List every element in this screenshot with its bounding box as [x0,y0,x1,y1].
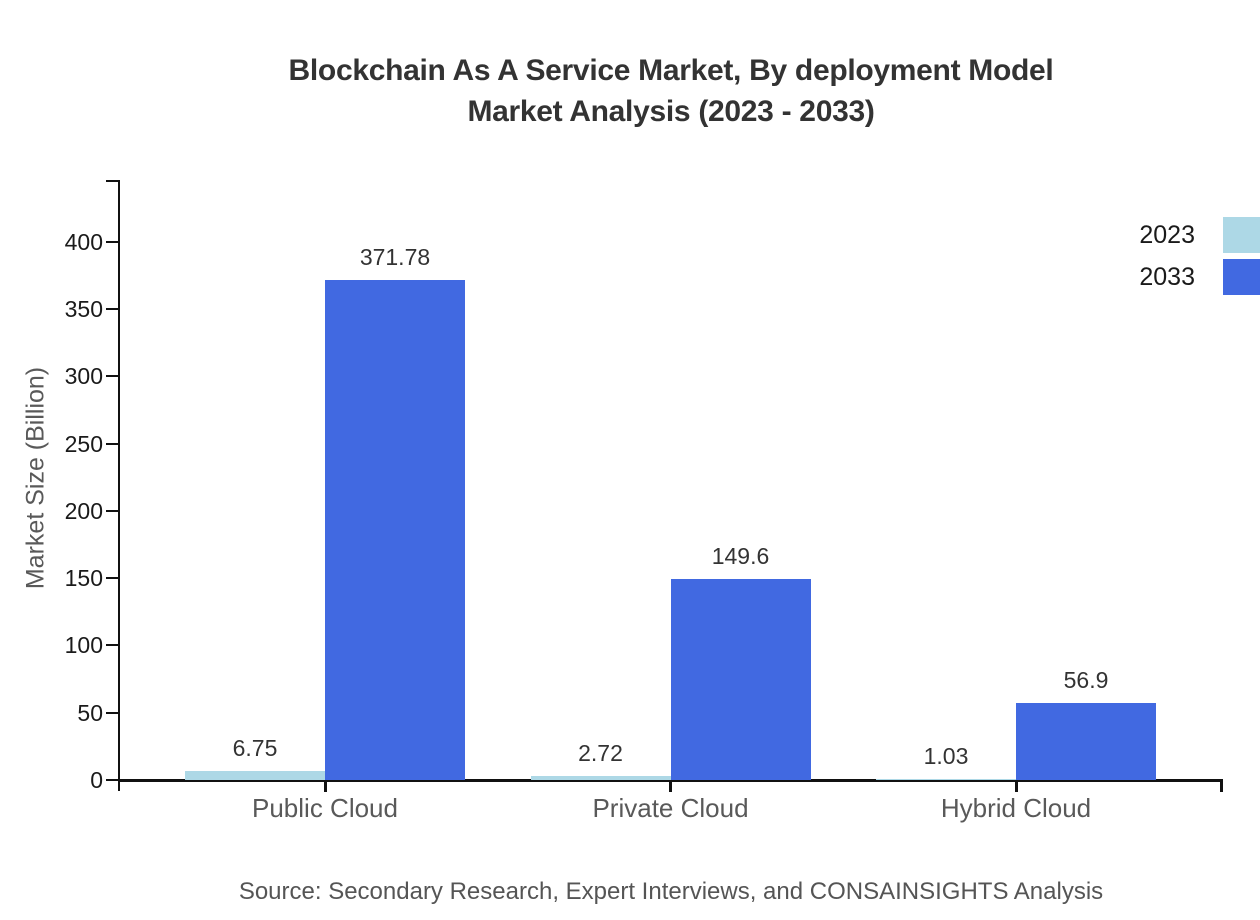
legend-item-2023: 2023 [1045,217,1260,253]
y-tick-label-0: 0 [90,767,103,793]
y-axis-line [118,180,120,791]
value-label-2023-0: 6.75 [232,734,278,761]
bar-2033-public-cloud [325,279,465,780]
y-tick-label-100: 100 [64,632,103,659]
bar-2023-private-cloud [530,776,671,780]
source-note: Source: Secondary Research, Expert Inter… [238,878,1104,905]
chart-title-line1: Blockchain As A Service Market, By deplo… [288,54,1054,87]
y-tick-200 [106,509,118,512]
y-tick-label-400: 400 [64,228,103,255]
y-tick-label-250: 250 [64,430,103,457]
y-tick-250 [106,442,118,445]
category-label-2: Hybrid Cloud [940,793,1092,823]
bar-2033-hybrid-cloud [1016,703,1156,780]
legend-item-2033: 2033 [1045,259,1260,295]
value-label-2033-0: 371.78 [359,243,431,270]
category-label-0: Public Cloud [252,793,398,823]
value-label-2033-1: 149.6 [711,542,770,569]
y-tick-350 [106,307,118,310]
y-tick-0 [106,779,118,781]
x-tick-2 [1014,779,1018,792]
x-tick-0 [323,779,327,792]
y-tick-150 [106,577,118,580]
legend-label-2023: 2023 [1139,221,1195,249]
legend-swatch-2033 [1223,259,1260,295]
y-tick-100 [106,644,118,647]
y-tick-label-50: 50 [77,699,103,726]
bar-2033-private-cloud [670,578,811,780]
y-tick-label-300: 300 [64,363,103,390]
category-label-1: Private Cloud [592,793,749,823]
bar-2023-hybrid-cloud [876,778,1016,780]
value-label-2023-2: 1.03 [923,742,969,769]
y-tick-label-150: 150 [64,565,103,592]
legend-label-2033: 2033 [1139,263,1195,291]
y-tick-label-350: 350 [64,295,103,322]
y-axis-end-cap [106,180,118,182]
chart-title-line2: Market Analysis (2023 - 2033) [467,95,875,128]
value-label-2023-1: 2.72 [578,740,623,767]
value-label-2033-2: 56.9 [1063,667,1109,694]
y-tick-50 [106,711,118,714]
legend-swatch-2023 [1223,217,1260,253]
y-tick-label-200: 200 [64,497,103,524]
x-axis-end-tick [1220,779,1223,792]
y-tick-300 [106,375,118,378]
y-tick-400 [106,240,118,243]
y-axis-title: Market Size (Billion) [21,366,50,590]
bar-2023-public-cloud [185,770,325,780]
chart-title: Blockchain As A Service Market, By deplo… [120,50,1222,132]
x-tick-1 [669,779,672,792]
